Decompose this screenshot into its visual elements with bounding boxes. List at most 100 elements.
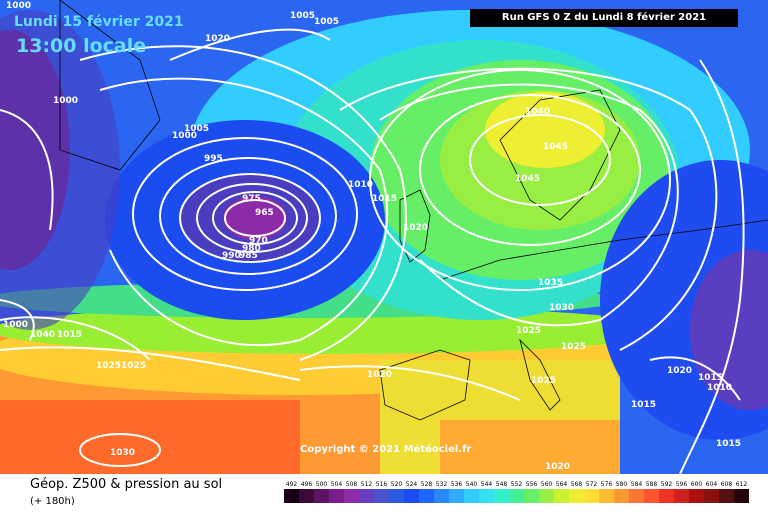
isobar-label: 1030 — [549, 303, 574, 313]
isobar-high-1035 — [369, 69, 671, 291]
scale-value: 548 — [496, 481, 508, 488]
scale-swatch — [644, 489, 659, 503]
isobar-label: 1000 — [53, 96, 78, 106]
scale-swatch — [404, 489, 419, 503]
scale-value: 544 — [481, 481, 493, 488]
scale-value: 512 — [361, 481, 373, 488]
isobar-high-1045 — [469, 114, 611, 206]
scale-swatch — [689, 489, 704, 503]
scale-swatch — [629, 489, 644, 503]
forecast-date: Lundi 15 février 2021 — [14, 14, 184, 30]
isobar-1030-south — [79, 433, 161, 467]
coastline-continent — [439, 219, 768, 281]
isobar-1020-north — [169, 28, 331, 61]
isobar-label: 980 — [242, 244, 261, 254]
isobar-label: 1035 — [538, 278, 563, 288]
isobar-west-1000 — [0, 109, 54, 231]
lead-time: (+ 180h) — [30, 496, 75, 507]
isobar-label: 1020 — [403, 223, 428, 233]
scale-value: 596 — [676, 481, 688, 488]
isobar-1030 — [379, 83, 679, 327]
isobar-label: 1005 — [314, 17, 339, 27]
scale-swatch — [569, 489, 584, 503]
scale-swatch — [284, 489, 299, 503]
scale-swatch — [419, 489, 434, 503]
isobar-label: 1000 — [172, 131, 197, 141]
isobar-label: 1025 — [516, 326, 541, 336]
isobar-label: 990 — [222, 251, 241, 261]
scale-value: 604 — [706, 481, 718, 488]
scale-value: 496 — [301, 481, 313, 488]
isobar-label: 1025 — [96, 361, 121, 371]
scale-value: 600 — [691, 481, 703, 488]
isobar-label: 1015 — [716, 439, 741, 449]
isobar-label: 1045 — [515, 174, 540, 184]
isobar-label: 975 — [242, 194, 261, 204]
scale-swatch — [359, 489, 374, 503]
isobar-label: 995 — [204, 154, 223, 164]
scale-value: 588 — [646, 481, 658, 488]
isobar-label: 1040 — [30, 330, 55, 340]
coastline-scandinavia — [499, 89, 621, 221]
isobar-1025 — [339, 67, 718, 351]
scale-value: 568 — [571, 481, 583, 488]
isobar-low-6 — [132, 137, 358, 291]
scale-swatch — [344, 489, 359, 503]
scale-swatch — [329, 489, 344, 503]
isobar-label: 1000 — [6, 1, 31, 11]
run-info: Run GFS 0 Z du Lundi 8 février 2021 — [470, 9, 738, 27]
scale-value: 556 — [526, 481, 538, 488]
coastline-iberia — [379, 349, 471, 421]
scale-swatch — [584, 489, 599, 503]
field-low-core — [223, 196, 287, 240]
scale-swatch — [554, 489, 569, 503]
field-nw-vortex-outer — [0, 10, 120, 330]
isobar-label: 1020 — [545, 462, 570, 472]
scale-swatch — [314, 489, 329, 503]
scale-value: 608 — [721, 481, 733, 488]
isobar-label: 1015 — [698, 373, 723, 383]
scale-value: 612 — [736, 481, 748, 488]
isobar-label: 985 — [239, 251, 258, 261]
scale-swatch — [449, 489, 464, 503]
scale-swatch — [614, 489, 629, 503]
scale-value: 540 — [466, 481, 478, 488]
scale-value: 560 — [541, 481, 553, 488]
isobar-label: 1005 — [184, 124, 209, 134]
scale-swatch — [299, 489, 314, 503]
isobar-label: 1020 — [367, 370, 392, 380]
isobar-label: 1000 — [3, 320, 28, 330]
scale-value: 524 — [406, 481, 418, 488]
scale-value: 492 — [286, 481, 298, 488]
scale-value: 572 — [586, 481, 598, 488]
isobar-label: 965 — [255, 208, 274, 218]
scale-value: 508 — [346, 481, 358, 488]
isobar-east-1015 — [679, 59, 745, 474]
isobar-label: 1010 — [348, 180, 373, 190]
isobar-1020-south — [299, 365, 521, 401]
scale-swatch — [389, 489, 404, 503]
scale-swatch — [464, 489, 479, 503]
scale-value: 552 — [511, 481, 523, 488]
scale-swatch — [494, 489, 509, 503]
isobar-1015-south — [0, 316, 151, 361]
isobar-1005 — [99, 77, 389, 347]
isobar-labels: 1000 1005 1020 1000 1005 1000 995 975 96… — [3, 1, 741, 472]
isobar-west-1000-b — [0, 299, 35, 341]
isobar-label: 1025 — [531, 376, 556, 386]
scale-value: 580 — [616, 481, 628, 488]
scale-value: 500 — [316, 481, 328, 488]
isobar-label: 1045 — [543, 142, 568, 152]
isobar-low-5 — [159, 157, 337, 275]
map-area: 1000 1005 1020 1000 1005 1000 995 975 96… — [0, 0, 768, 474]
isobars — [0, 28, 745, 474]
isobar-label: 1005 — [290, 11, 315, 21]
isobar-label: 1040 — [525, 107, 550, 117]
scale-value: 592 — [661, 481, 673, 488]
isobar-low-2 — [212, 191, 298, 245]
isobar-label: 1030 — [110, 448, 135, 458]
scale-value: 528 — [421, 481, 433, 488]
field-band-deepwarm — [0, 400, 300, 474]
scale-swatch — [509, 489, 524, 503]
